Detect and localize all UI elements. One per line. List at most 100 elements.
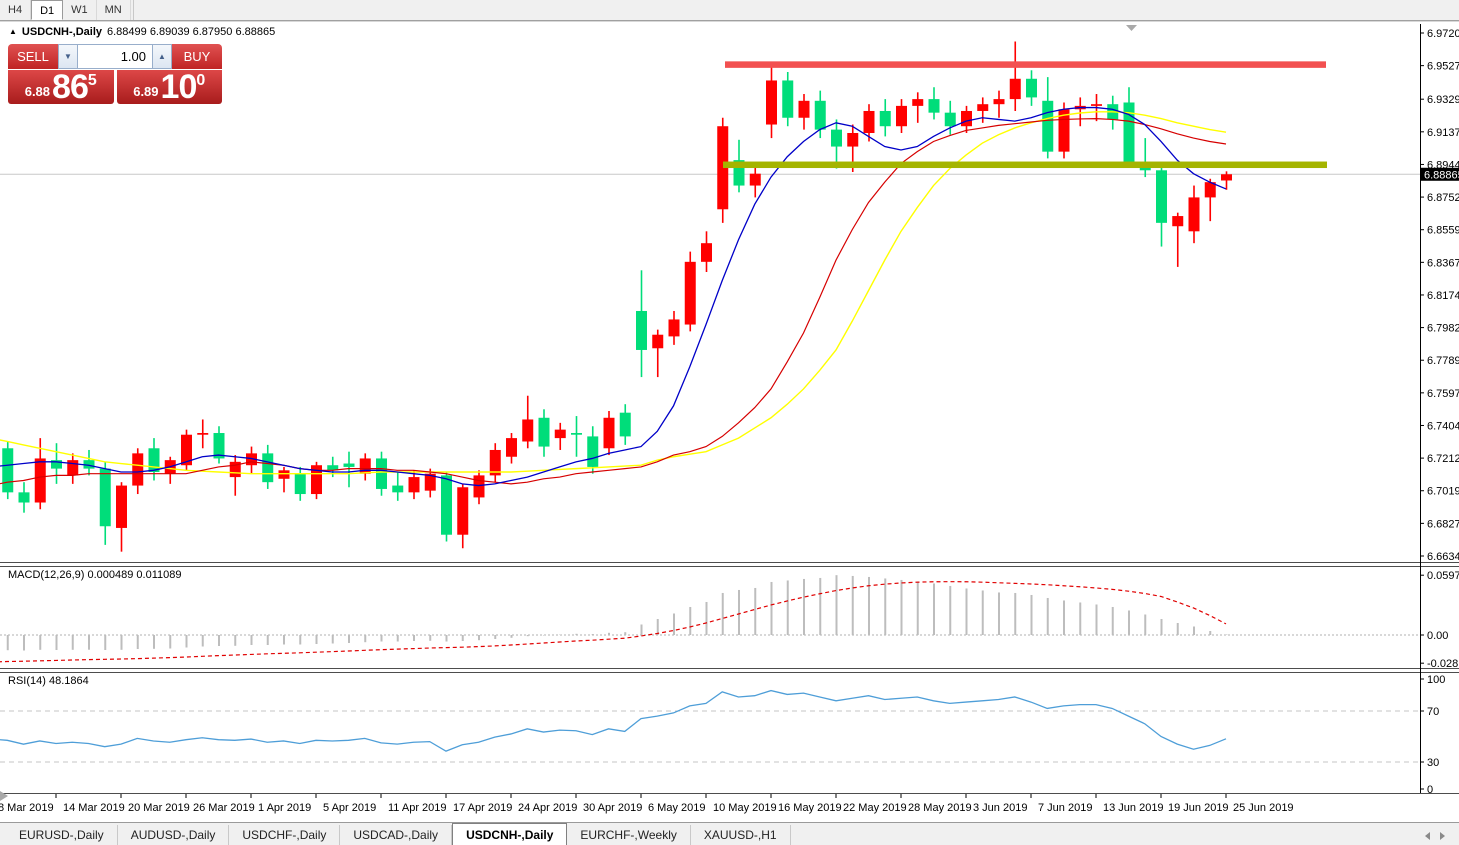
symbol-tab-eurchf[interactable]: EURCHF-,Weekly [567,825,691,845]
date-axis[interactable]: 8 Mar 2019 14 Mar 2019 20 Mar 2019 26 Mar 2… [0,791,1459,814]
candle-down [327,465,339,471]
symbol-tab-usdchf[interactable]: USDCHF-,Daily [229,825,341,845]
macd-panel[interactable] [0,575,1420,663]
price-axis-label: 6.91370 [1427,127,1459,139]
main-chart-panel[interactable] [0,25,1420,552]
candle-up [603,417,615,449]
sell-price-small: 6.88 [24,84,51,99]
timeframe-button-h4[interactable]: H4 [0,0,32,20]
candle-up [766,80,777,125]
price-axis-label: 6.70195 [1427,486,1459,498]
symbol-tab-xauusd[interactable]: XAUUSD-,H1 [691,825,791,845]
rsi-axis-label: 100 [1427,674,1445,686]
buy-price-panel[interactable]: 6.89 10 0 [116,70,222,104]
price-axis-label: 6.75970 [1427,388,1459,400]
candle-up [424,473,436,491]
date-label: 30 Apr 2019 [583,802,642,814]
date-label: 19 Jun 2019 [1168,802,1229,814]
candle-down [619,412,631,437]
timeframe-button-w1[interactable]: W1 [63,0,97,20]
collapse-triangle-icon[interactable]: ▲ [9,26,17,36]
scroll-tabs-right-icon[interactable] [1440,832,1445,840]
date-label: 16 May 2019 [778,802,842,814]
rsi-line [0,689,1227,752]
candle-down [1042,100,1054,152]
candle-up [749,173,761,186]
candle-down [944,112,956,127]
candle-down [814,100,826,130]
sell-button[interactable]: SELL [8,44,58,69]
candle-up [522,419,534,442]
rsi-axis-label: 70 [1427,706,1439,718]
candle-down [1026,78,1037,98]
rsi-indicator-label: RSI(14) 48.1864 [8,675,89,687]
candle-up [311,465,322,495]
symbol-tab-audusd[interactable]: AUDUSD-,Daily [118,825,230,845]
buy-button[interactable]: BUY [172,44,222,69]
price-axis[interactable]: 6.972006.952756.932956.913706.894456.875… [1420,24,1459,796]
candle-down [571,433,582,435]
candle-up [652,334,664,349]
candle-down [392,485,404,493]
candle-up [489,449,501,476]
symbol-tab-eurusd[interactable]: EURUSD-,Daily [6,825,118,845]
resistance-line[interactable] [725,61,1326,68]
candle-down [1123,102,1135,164]
candle-up [993,99,1005,105]
symbol-tab-usdcad[interactable]: USDCAD-,Daily [340,825,453,845]
candle-up [554,429,566,439]
price-axis-label: 6.83670 [1427,257,1459,269]
timeframe-button-d1[interactable]: D1 [31,0,64,20]
candle-down [441,475,452,535]
candle-up [197,433,209,435]
date-label: 7 Jun 2019 [1038,802,1092,814]
candle-down [879,110,891,127]
candle-up [863,110,875,134]
rsi-panel[interactable] [0,689,1420,763]
price-axis-label: 6.66345 [1427,551,1459,563]
sell-price-big: 86 [52,68,89,106]
date-label: 20 Mar 2019 [128,802,190,814]
price-axis-label: 6.85595 [1427,225,1459,237]
symbol-tab-usdcnh[interactable]: USDCNH-,Daily [452,823,568,845]
timeframe-button-mn[interactable]: MN [97,0,131,20]
candle-up [1058,109,1070,152]
candle-up [278,470,290,479]
candle-down [1156,170,1167,223]
candle-down [51,460,62,469]
sell-price-panel[interactable]: 6.88 86 5 [8,70,114,104]
price-axis-label: 6.68270 [1427,518,1459,530]
chart-shift-marker-icon[interactable] [1126,25,1137,31]
candle-up [912,99,924,106]
price-axis-label: 6.74045 [1427,420,1459,432]
candle-up [1172,216,1184,227]
trade-widget-price-row: 6.88 86 5 6.89 10 0 [8,70,222,104]
candle-down [83,460,95,469]
ma-mid-red-line [0,117,1227,485]
candle-up [359,458,371,474]
candle-up [1091,104,1102,106]
price-axis-label: 6.77895 [1427,355,1459,367]
macd-histogram [6,575,1228,651]
buy-price-sup: 0 [196,72,206,89]
volume-increase-button[interactable]: ▲ [152,44,172,69]
ohlc-values: 6.88499 6.89039 6.87950 6.88865 [107,26,276,38]
current-price-tag [1421,167,1459,181]
candle-up [847,133,859,147]
support-line[interactable] [723,161,1327,169]
price-axis-label: 6.97200 [1427,28,1459,40]
date-label: 1 Apr 2019 [258,802,311,814]
candle-down [831,129,842,147]
candle-down [294,473,306,495]
candle-down [343,463,355,467]
scroll-tabs-left-icon[interactable] [1425,832,1430,840]
candle-up [701,243,712,262]
rsi-axis-label: 30 [1427,757,1439,769]
candlestick-series [2,41,1232,552]
volume-decrease-button[interactable]: ▼ [58,44,78,69]
volume-input[interactable] [78,44,152,69]
price-axis-label: 6.87520 [1427,192,1459,204]
date-label: 25 Jun 2019 [1233,802,1294,814]
candle-up [1221,174,1232,181]
